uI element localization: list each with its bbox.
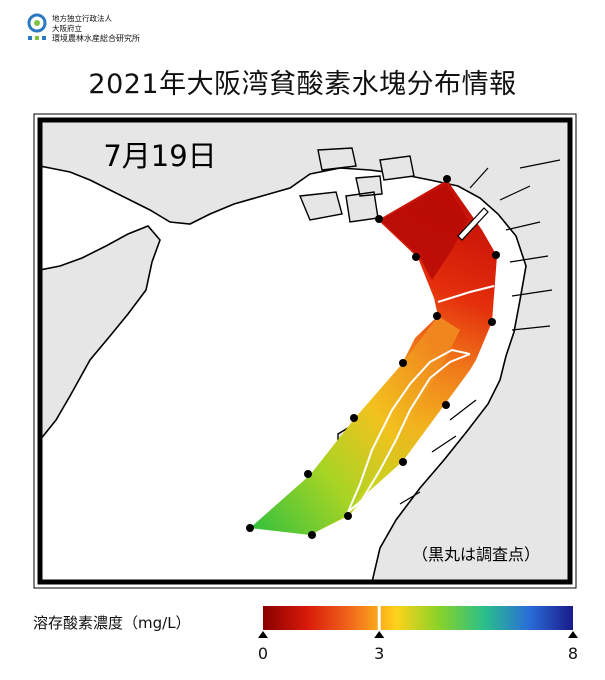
- institute-logo: [22, 8, 212, 48]
- legend-label: 溶存酸素濃度（mg/L）: [33, 614, 191, 632]
- do-area-upper: [300, 180, 497, 535]
- survey-point: [443, 175, 451, 183]
- survey-point: [375, 215, 383, 223]
- survey-point: [433, 312, 441, 320]
- survey-point: [399, 359, 407, 367]
- survey-point: [399, 458, 407, 466]
- survey-point: [304, 470, 312, 478]
- legend-tick-marker: [568, 631, 578, 638]
- org-line-2: 大阪府立: [52, 24, 82, 33]
- do-area-lower: [250, 316, 460, 535]
- survey-point: [412, 253, 420, 261]
- legend-tick-marker: [258, 631, 268, 638]
- legend-tick-label: 3: [374, 644, 385, 663]
- do-hypoxic-core: [380, 184, 468, 280]
- survey-point: [344, 512, 352, 520]
- legend-colorbar: [263, 606, 573, 630]
- org-line-1: 地方独立行政法人: [52, 14, 112, 23]
- map-frame: [37, 117, 573, 585]
- legend-tick-label: 0: [257, 644, 269, 663]
- survey-point: [492, 251, 500, 259]
- page-title: 2021年大阪湾貧酸素水塊分布情報: [88, 69, 517, 100]
- survey-point: [246, 524, 254, 532]
- legend-tick-label: 8: [567, 644, 579, 663]
- survey-point: [488, 318, 496, 326]
- institute-emblem-icon: [27, 13, 47, 40]
- map-frame-outer: [33, 113, 577, 589]
- survey-point: [308, 531, 316, 539]
- org-line-3: 環境農林水産総合研究所: [52, 34, 140, 43]
- date-label: 7月19日: [103, 139, 216, 173]
- survey-points: [246, 175, 500, 539]
- survey-point: [442, 401, 450, 409]
- survey-point: [350, 414, 358, 422]
- legend-ticks: [258, 606, 578, 638]
- harbor-lines: [399, 159, 561, 505]
- legend-tick-marker: [374, 631, 385, 638]
- awaji-island: [40, 225, 161, 582]
- pier: [457, 207, 489, 241]
- survey-point-note: （黒丸は調査点）: [412, 545, 540, 564]
